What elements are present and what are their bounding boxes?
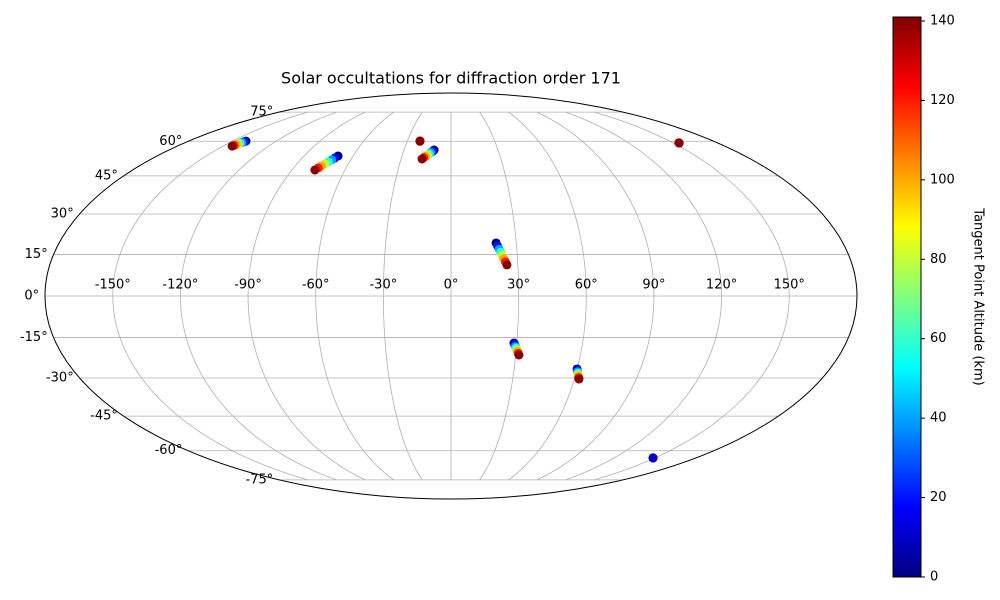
grid-line (479, 111, 520, 481)
x-tick-label: 150° (774, 278, 805, 293)
x-tick-label: 90° (642, 278, 665, 293)
grid-line (382, 111, 423, 481)
grid-line (536, 111, 655, 481)
x-tick-label: -90° (234, 278, 262, 293)
grid-line (565, 111, 722, 481)
x-tick-label: 120° (706, 278, 737, 293)
y-tick-label: -15° (20, 330, 48, 345)
y-tick-label: -45° (90, 409, 118, 424)
point (648, 453, 658, 463)
grid-line (508, 111, 587, 481)
colorbar-gradient (892, 16, 922, 578)
point (674, 138, 684, 148)
point (502, 260, 512, 270)
colorbar-tick-label: 60 (930, 331, 947, 346)
colorbar: 0 20 40 60 80 100 120 140 Tangent Point Altitude… (892, 13, 986, 585)
colorbar-tick-label: 100 (930, 172, 955, 187)
points (227, 136, 684, 463)
point (415, 136, 425, 146)
colorbar-tick-label: 140 (930, 13, 955, 28)
grid-line (112, 111, 308, 481)
y-tick-label: 0° (24, 289, 39, 304)
y-tick-label: 45° (95, 168, 118, 183)
x-tick-label: 30° (507, 278, 530, 293)
y-tick-label: 60° (159, 134, 182, 149)
x-tick-label: -30° (369, 278, 397, 293)
colorbar-tick-label: 0 (930, 570, 938, 585)
point (227, 141, 237, 151)
colorbar-tick-label: 120 (930, 93, 955, 108)
y-tick-label: -75° (246, 472, 274, 487)
y-tick-label: -30° (46, 370, 74, 385)
map-frame (44, 92, 858, 500)
y-tick-label: -60° (155, 443, 183, 458)
grid-line (180, 111, 337, 481)
colorbar-tick-label: 80 (930, 252, 947, 267)
labels: -75° -60° -45° -30° -15° 0° 15° 30° 45° 60° 75° -15… (20, 105, 805, 488)
x-tick-label: 60° (575, 278, 598, 293)
grid-line (594, 111, 790, 481)
grid-line (247, 111, 366, 481)
point (310, 165, 320, 175)
point (574, 374, 584, 384)
colorbar-tick-label: 40 (930, 411, 947, 426)
x-tick-label: -60° (302, 278, 330, 293)
point (417, 154, 427, 164)
grid (45, 111, 857, 481)
y-tick-label: 30° (51, 207, 74, 222)
x-tick-label: 0° (444, 278, 459, 293)
colorbar-label: Tangent Point Altitude (km) (971, 207, 986, 385)
colorbar-tick-label: 20 (930, 490, 947, 505)
chart-title: Solar occultations for diffraction order… (281, 69, 621, 88)
x-tick-label: -120° (162, 278, 198, 293)
x-tick-label: -150° (95, 278, 131, 293)
y-tick-label: 15° (25, 247, 48, 262)
point (514, 350, 524, 360)
grid-line (315, 111, 394, 481)
y-tick-label: 75° (250, 105, 273, 120)
